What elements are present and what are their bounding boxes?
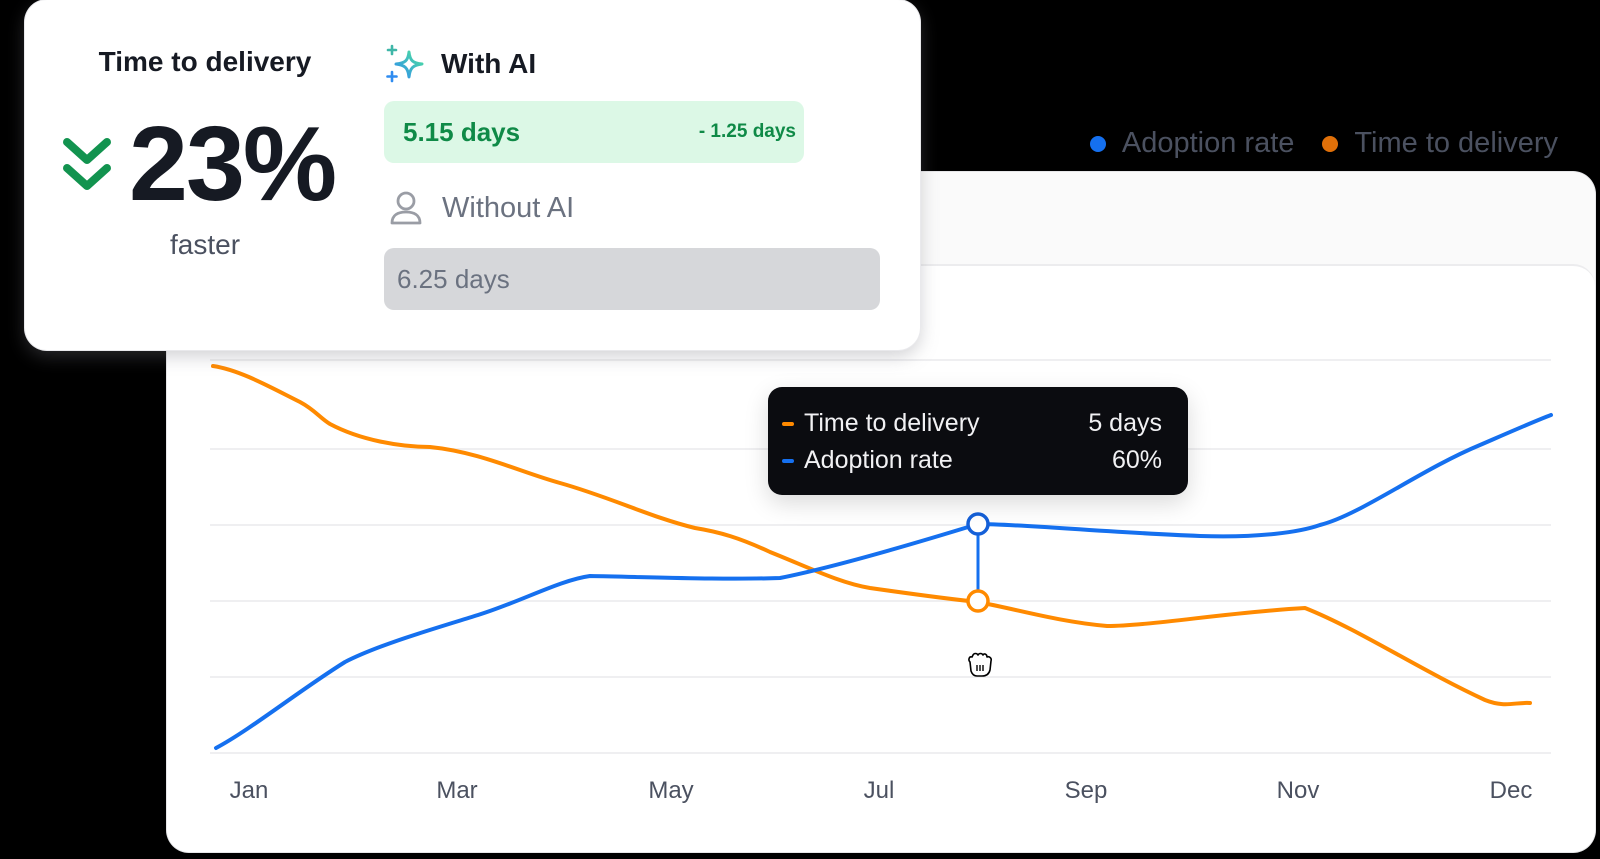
legend-dot-orange-icon	[1322, 135, 1339, 152]
with-ai-value-box: 5.15 days - 1.25 days	[384, 101, 804, 163]
stat-title: Time to delivery	[98, 46, 312, 77]
chart-tooltip: Time to delivery 5 days Adoption rate 60…	[768, 387, 1188, 495]
legend-label: Time to delivery	[1354, 127, 1558, 159]
without-ai-label: Without AI	[442, 191, 575, 224]
without-ai-value: 6.25 days	[397, 263, 510, 294]
tooltip-row-time-to-delivery: Time to delivery 5 days	[782, 405, 1162, 442]
chart-panel	[167, 264, 1595, 852]
x-axis-label: Jul	[863, 777, 895, 804]
tooltip-row-adoption-rate: Adoption rate 60%	[782, 442, 1162, 479]
stat-card: Time to delivery 23% faster With AI 5.15…	[25, 0, 920, 350]
tooltip-label: Adoption rate	[804, 446, 953, 474]
sparkle-icon	[386, 44, 424, 83]
legend-label: Adoption rate	[1121, 127, 1295, 159]
legend-item-time-to-delivery[interactable]: Time to delivery	[1322, 127, 1558, 160]
x-axis-label: Mar	[436, 777, 478, 804]
x-axis-label: May	[648, 777, 694, 804]
legend-dot-blue-icon	[1089, 135, 1106, 152]
person-icon	[390, 191, 422, 225]
double-chevron-down-icon	[63, 138, 111, 190]
without-ai-value-box: 6.25 days	[384, 248, 880, 310]
x-axis-label: Jan	[229, 777, 269, 804]
x-axis-label: Sep	[1064, 777, 1108, 804]
tooltip-value: 5 days	[1088, 409, 1162, 437]
without-ai-header: Without AI	[388, 190, 574, 226]
orange-dash-icon	[782, 421, 794, 426]
stat-value: 23%	[129, 105, 337, 223]
tooltip-label: Time to delivery	[804, 409, 980, 437]
x-axis-label: Dec	[1489, 777, 1533, 804]
tooltip-value: 60%	[1111, 446, 1162, 474]
blue-dash-icon	[782, 458, 794, 463]
stat-subtitle: faster	[169, 229, 241, 260]
legend-item-adoption-rate[interactable]: Adoption rate	[1089, 127, 1295, 160]
with-ai-header: With AI	[385, 44, 536, 84]
with-ai-label: With AI	[441, 48, 537, 79]
x-axis-label: Nov	[1276, 777, 1320, 804]
chart-legend: Adoption rate Time to delivery	[1089, 127, 1558, 160]
with-ai-value: 5.15 days	[403, 116, 521, 147]
with-ai-delta: - 1.25 days	[698, 121, 796, 142]
